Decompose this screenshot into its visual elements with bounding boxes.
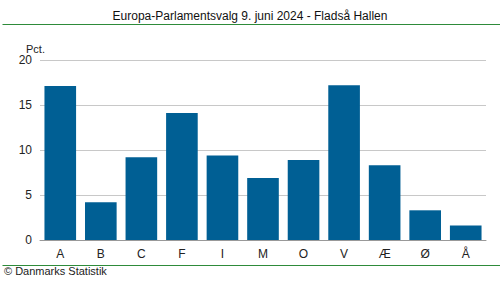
svg-text:M: M — [258, 247, 268, 261]
svg-text:B: B — [97, 247, 105, 261]
svg-text:20: 20 — [19, 53, 33, 67]
svg-text:Europa-Parlamentsvalg 9. juni: Europa-Parlamentsvalg 9. juni 2024 - Fla… — [113, 9, 388, 23]
svg-text:0: 0 — [25, 233, 32, 247]
svg-text:15: 15 — [19, 98, 33, 112]
svg-text:Pct.: Pct. — [26, 42, 45, 55]
svg-text:A: A — [56, 247, 64, 261]
svg-text:F: F — [178, 247, 185, 261]
svg-text:Æ: Æ — [379, 247, 391, 261]
svg-text:Å: Å — [462, 246, 470, 261]
svg-text:Ø: Ø — [421, 247, 430, 261]
svg-text:5: 5 — [25, 188, 32, 202]
svg-text:V: V — [340, 247, 348, 261]
svg-text:I: I — [221, 247, 224, 261]
svg-text:10: 10 — [19, 143, 33, 157]
svg-text:O: O — [299, 247, 308, 261]
svg-text:© Danmarks Statistik: © Danmarks Statistik — [4, 265, 107, 277]
svg-text:C: C — [137, 247, 146, 261]
